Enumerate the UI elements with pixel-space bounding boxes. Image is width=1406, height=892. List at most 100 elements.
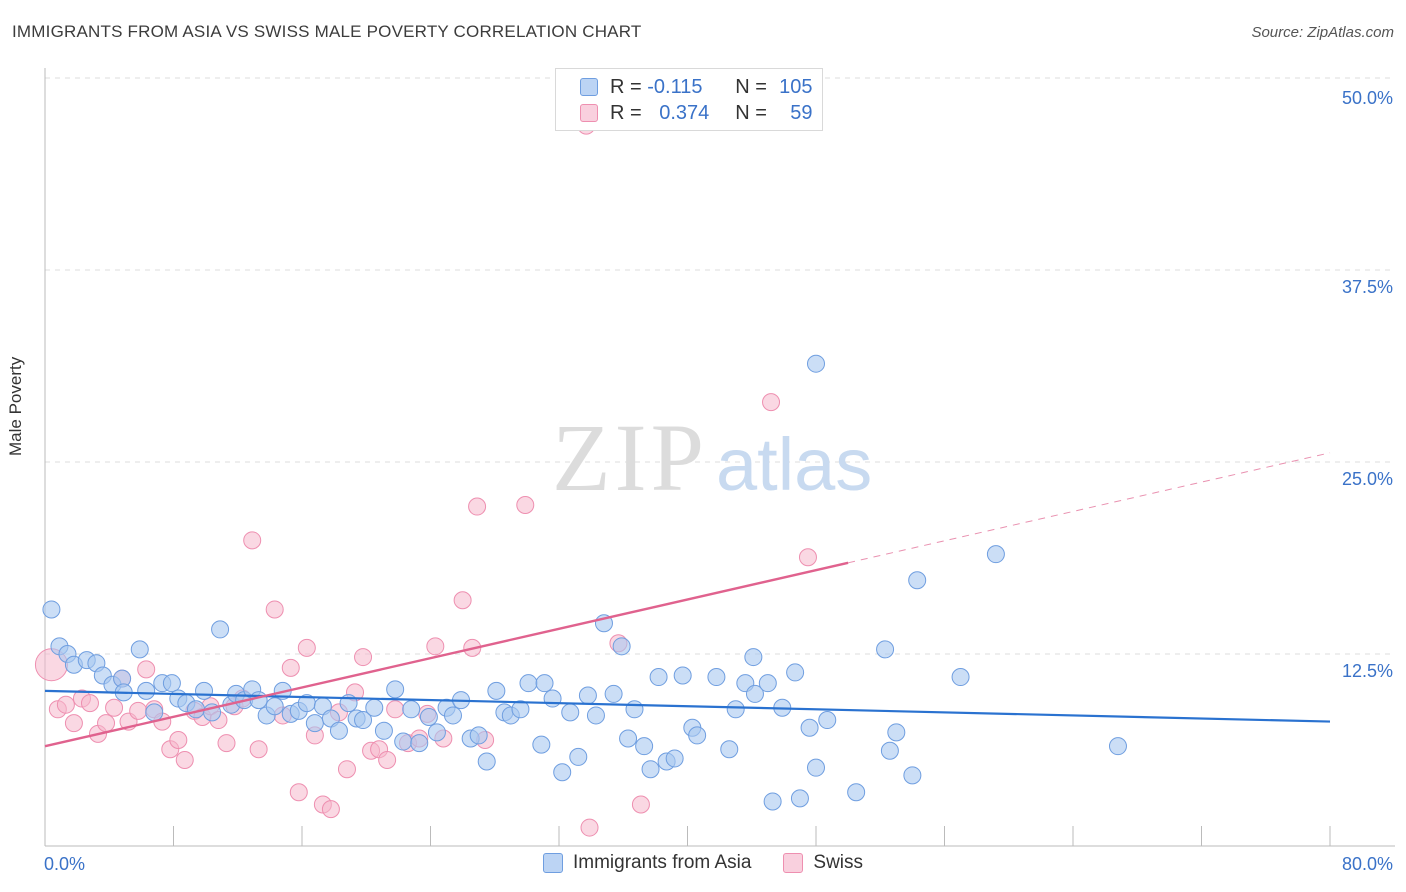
asia-point [469,726,488,745]
asia-point [402,700,421,719]
swiss-point [175,750,194,769]
asia-point [137,681,156,700]
asia-point [790,789,809,808]
series-legend: Immigrants from Asia Swiss [0,852,1406,874]
asia-point [265,697,284,716]
swiss-point [64,714,83,733]
asia-point [249,691,268,710]
swiss-point [468,497,487,516]
asia-point [818,711,837,730]
asia-point [386,680,405,699]
y-tick-label: 50.0% [1342,88,1393,108]
asia-point [543,689,562,708]
chart-title: IMMIGRANTS FROM ASIA VS SWISS MALE POVER… [12,22,642,41]
legend-item-swiss: Swiss [783,852,863,874]
legend-swatch-asia [580,78,598,96]
asia-point [887,723,906,742]
swiss-point [243,531,262,550]
asia-point [443,706,462,725]
legend-swatch-swiss [580,104,598,122]
swiss-point [386,700,405,719]
asia-point [477,752,496,771]
asia-point [758,674,777,693]
legend-r-value: 0.374 [659,101,710,124]
x-tick-labels: 0.0% 80.0% [44,854,1393,874]
asia-point [604,684,623,703]
asia-point [410,734,429,753]
swiss-point [217,734,236,753]
asia-point [744,648,763,667]
y-tick-label: 12.5% [1342,661,1393,681]
watermark: ZIP atlas [552,404,872,511]
swiss-trend-line [44,561,849,748]
asia-point [305,714,324,733]
asia-point [586,706,605,725]
legend-item-asia: Immigrants from Asia [542,852,752,874]
y-tick-label: 25.0% [1342,469,1393,489]
asia-point [145,703,164,722]
legend-label-asia: Immigrants from Asia [572,852,752,873]
asia-point [211,620,230,639]
asia-point [726,700,745,719]
asia-point [786,663,805,682]
x-tick-label: 80.0% [1342,854,1393,874]
swiss-point [453,591,472,610]
asia-point [800,718,819,737]
legend-n-label: N = [735,101,773,124]
swiss-point [798,548,817,567]
asia-point [329,721,348,740]
legend-r-label: R = [610,101,648,124]
swiss-point [354,648,373,667]
swiss-point [56,695,75,714]
legend-swatch-swiss [783,853,804,873]
asia-point [763,792,782,811]
asia-point [535,674,554,693]
swiss-point [631,795,650,814]
asia-point [553,763,572,782]
asia-point [908,571,927,590]
asia-point [876,640,895,659]
asia-point [569,747,588,766]
swiss-point [297,638,316,657]
swiss-point [105,698,124,717]
asia-point [720,740,739,759]
y-tick-label: 37.5% [1342,277,1393,297]
swiss-point [97,714,116,733]
asia-point [880,741,899,760]
swiss-point [289,783,308,802]
swiss-point [516,496,535,515]
asia-point [419,707,438,726]
asia-point [673,666,692,685]
legend-r-value: -0.115 [647,75,703,98]
y-tick-labels: 12.5% 25.0% 37.5% 50.0% [1342,88,1393,681]
swiss-point [426,637,445,656]
swiss-point [337,760,356,779]
asia-point [42,600,61,619]
swiss-point [80,694,99,713]
watermark-zip: ZIP [552,404,708,511]
asia-point [903,766,922,785]
asia-point [561,703,580,722]
asia-point [745,684,764,703]
swiss-trend-extension [848,452,1331,564]
asia-point [578,686,597,705]
asia-point [1108,737,1127,756]
asia-point [951,668,970,687]
swiss-point [281,658,300,677]
grid-lines [45,77,1395,655]
asia-point [374,721,393,740]
asia-point [986,545,1005,564]
asia-point [532,735,551,754]
swiss-point [580,818,599,837]
asia-point [354,711,373,730]
asia-point [619,729,638,748]
asia-point [847,783,866,802]
legend-r-label: R = [610,75,648,98]
asia-point [807,354,825,373]
asia-point [612,637,631,656]
swiss-point [321,800,340,819]
asia-point [162,674,181,693]
asia-point [519,674,538,693]
asia-point [641,760,660,779]
